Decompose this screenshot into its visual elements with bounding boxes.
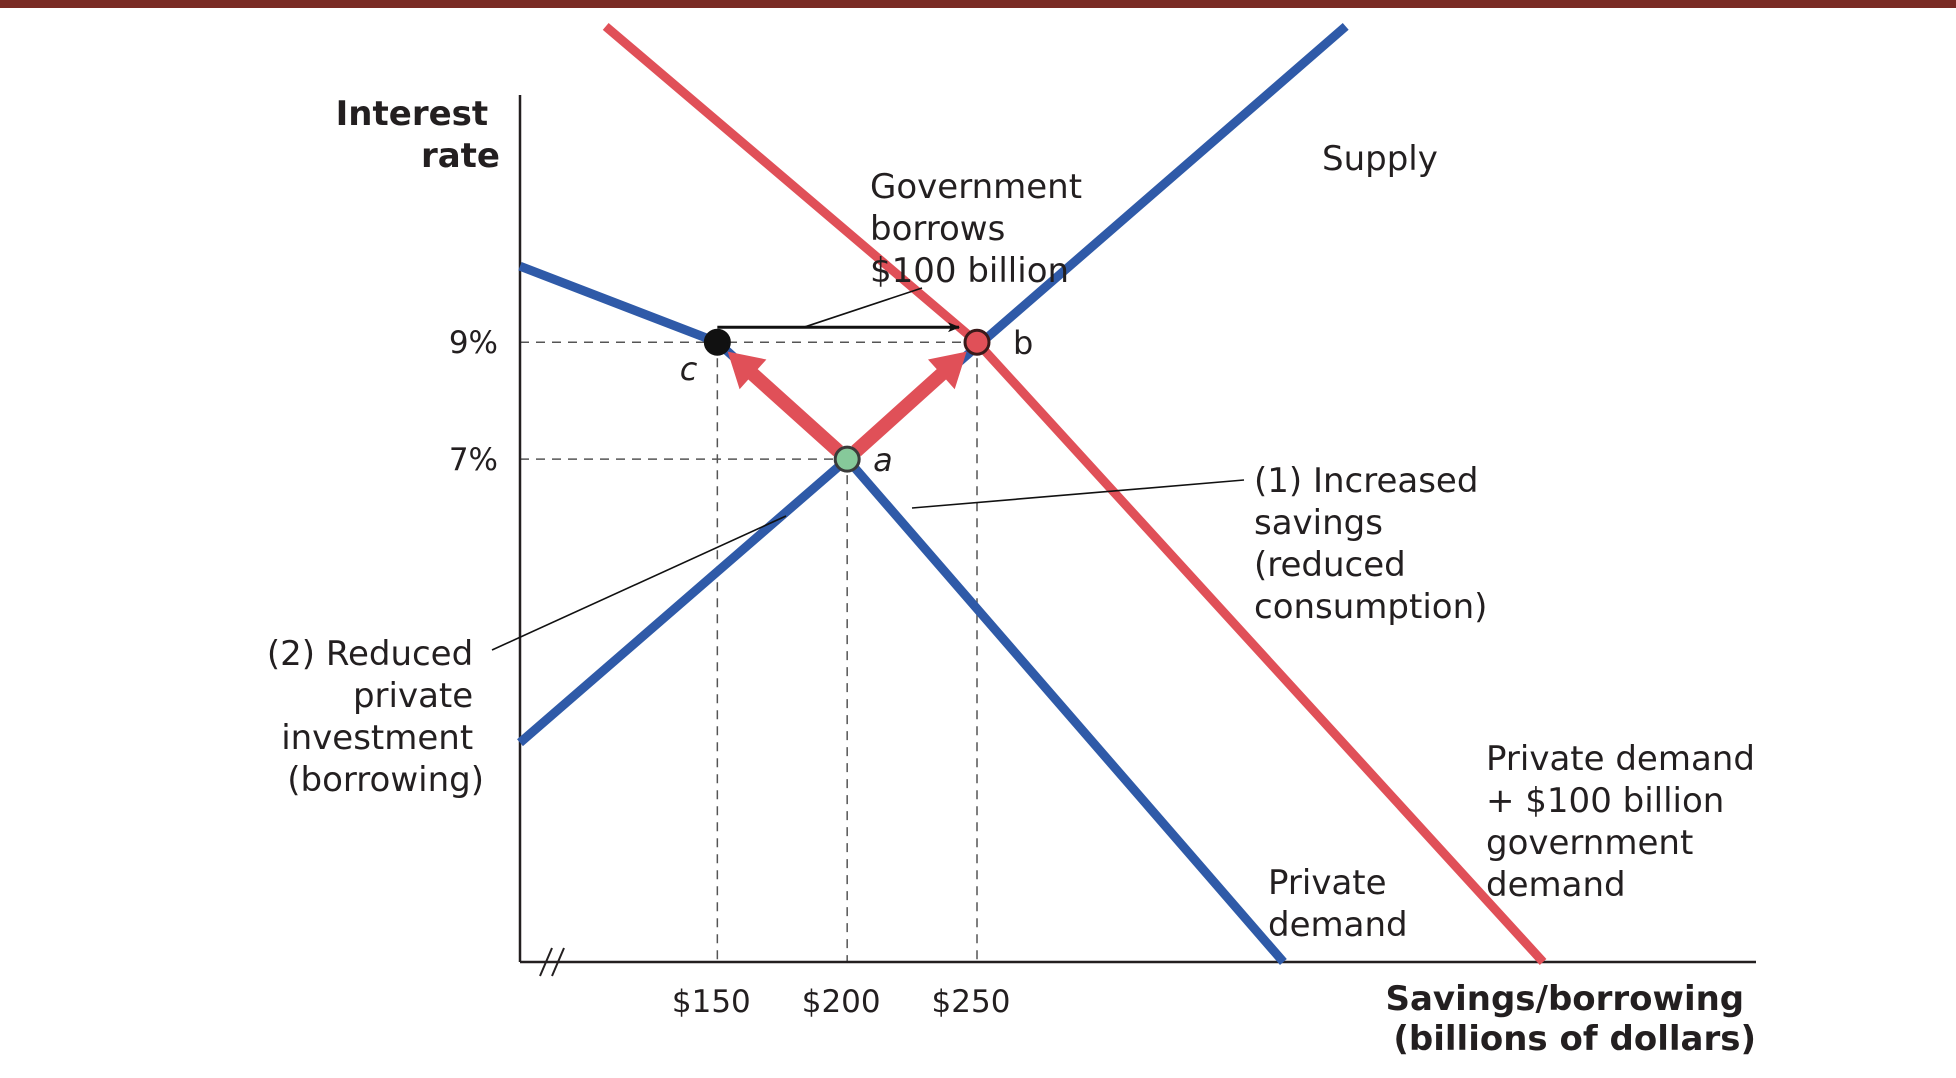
total-demand-label: Private demand + $100 billion government… [1486,739,1766,905]
private-demand-label-line: demand [1268,905,1408,945]
y-axis-title-line: rate [421,136,500,176]
annotation-arrows [717,322,967,457]
government-borrows-line: Government [870,167,1082,207]
increased-savings-annotation: (1) Increased savings (reduced consumpti… [1254,461,1489,627]
axis-break-icon [539,947,565,977]
increased-savings-line: (1) Increased [1254,461,1478,501]
point-label-c: c [680,350,698,388]
increased-savings-leader [911,479,1245,509]
private-demand-curve [518,262,1287,965]
government-borrows-line: borrows [870,209,1005,249]
point-c [703,328,731,356]
x-tick-label-250: $250 [932,984,1011,1020]
increased-savings-line: consumption) [1254,587,1487,627]
supply-label-line: Supply [1322,139,1438,179]
equilibrium-points: a b c [680,324,1034,479]
point-label-a: a [873,441,893,479]
x-tick-label-200: $200 [802,984,881,1020]
y-axis-title: Interest rate [336,94,500,176]
reduced-investment-line: investment [281,718,473,758]
total-demand-label-line: government [1486,823,1693,863]
axes [518,95,1756,977]
government-borrows-annotation: Government borrows $100 billion [870,167,1093,291]
point-b [963,328,991,356]
government-borrows-line: $100 billion [870,251,1069,291]
x-axis-title: Savings/borrowing (billions of dollars) [1386,979,1757,1059]
reduced-investment-annotation: (2) Reduced private investment (borrowin… [267,634,484,800]
reduced-investment-line: (2) Reduced [267,634,473,674]
total-demand-label-line: demand [1486,865,1626,905]
private-demand-label-line: Private [1268,863,1387,903]
increased-savings-line: savings [1254,503,1383,543]
reduced-investment-line: (borrowing) [287,760,484,800]
reduced-investment-line: private [353,676,473,716]
arrow-a-to-c [727,351,843,457]
arrow-a-to-b [851,351,967,457]
y-tick-label-7: 7% [449,442,498,478]
government-borrows-leader [803,287,923,328]
top-border-bar [0,0,1956,8]
increased-savings-line: (reduced [1254,545,1406,585]
point-a [833,445,861,473]
total-demand-label-line: + $100 billion [1486,781,1724,821]
x-tick-label-150: $150 [672,984,751,1020]
x-axis-title-line: (billions of dollars) [1393,1019,1756,1059]
leader-lines [491,287,1245,651]
total-demand-label-line: Private demand [1486,739,1755,779]
private-demand-label: Private demand [1268,863,1408,945]
y-tick-label-9: 9% [449,325,498,361]
dashed-guides [520,341,978,962]
x-axis-title-line: Savings/borrowing [1386,979,1745,1019]
reduced-investment-leader [491,515,787,651]
y-axis-title-line: Interest [336,94,489,134]
tick-labels: 9% 7% $150 $200 $250 [449,325,1011,1020]
point-label-b: b [1013,324,1033,362]
supply-label: Supply [1322,139,1438,179]
